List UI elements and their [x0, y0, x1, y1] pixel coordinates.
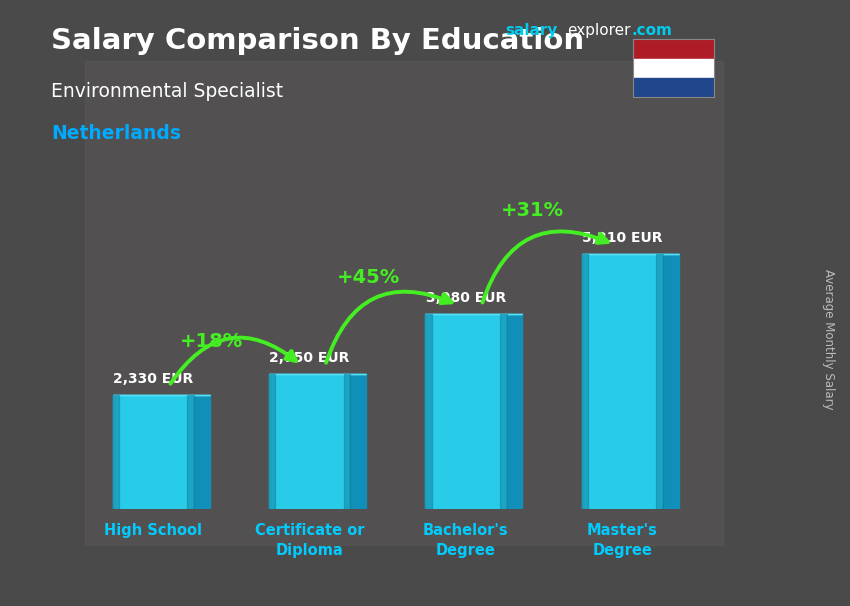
Text: Salary Comparison By Education: Salary Comparison By Education [51, 27, 584, 55]
Text: Netherlands: Netherlands [51, 124, 181, 143]
Bar [113, 395, 119, 509]
Polygon shape [663, 254, 678, 509]
Text: +45%: +45% [337, 267, 400, 287]
Text: Environmental Specialist: Environmental Specialist [51, 82, 283, 101]
Bar [581, 254, 588, 509]
FancyArrowPatch shape [171, 338, 296, 384]
Bar [188, 395, 194, 509]
Text: +31%: +31% [501, 201, 564, 221]
Text: explorer: explorer [567, 23, 631, 38]
Bar [85, 61, 722, 545]
Bar [425, 314, 432, 509]
Text: Average Monthly Salary: Average Monthly Salary [822, 269, 836, 410]
Text: .com: .com [632, 23, 672, 38]
Bar [581, 254, 663, 509]
Text: +18%: +18% [180, 331, 244, 351]
Bar [633, 39, 714, 59]
Bar [425, 314, 507, 509]
Polygon shape [194, 395, 210, 509]
Polygon shape [350, 375, 366, 509]
Bar [500, 314, 507, 509]
Bar [633, 78, 714, 97]
Bar [269, 375, 350, 509]
FancyArrowPatch shape [326, 291, 451, 363]
Text: 2,750 EUR: 2,750 EUR [269, 351, 350, 365]
Text: 3,980 EUR: 3,980 EUR [426, 291, 506, 305]
FancyArrowPatch shape [483, 231, 608, 302]
Polygon shape [507, 314, 522, 509]
Bar [656, 254, 663, 509]
Bar [113, 395, 194, 509]
Text: salary: salary [506, 23, 558, 38]
Text: 5,210 EUR: 5,210 EUR [582, 231, 662, 245]
Bar [633, 59, 714, 78]
Text: 2,330 EUR: 2,330 EUR [113, 372, 194, 386]
Bar [269, 375, 275, 509]
Bar [343, 375, 350, 509]
